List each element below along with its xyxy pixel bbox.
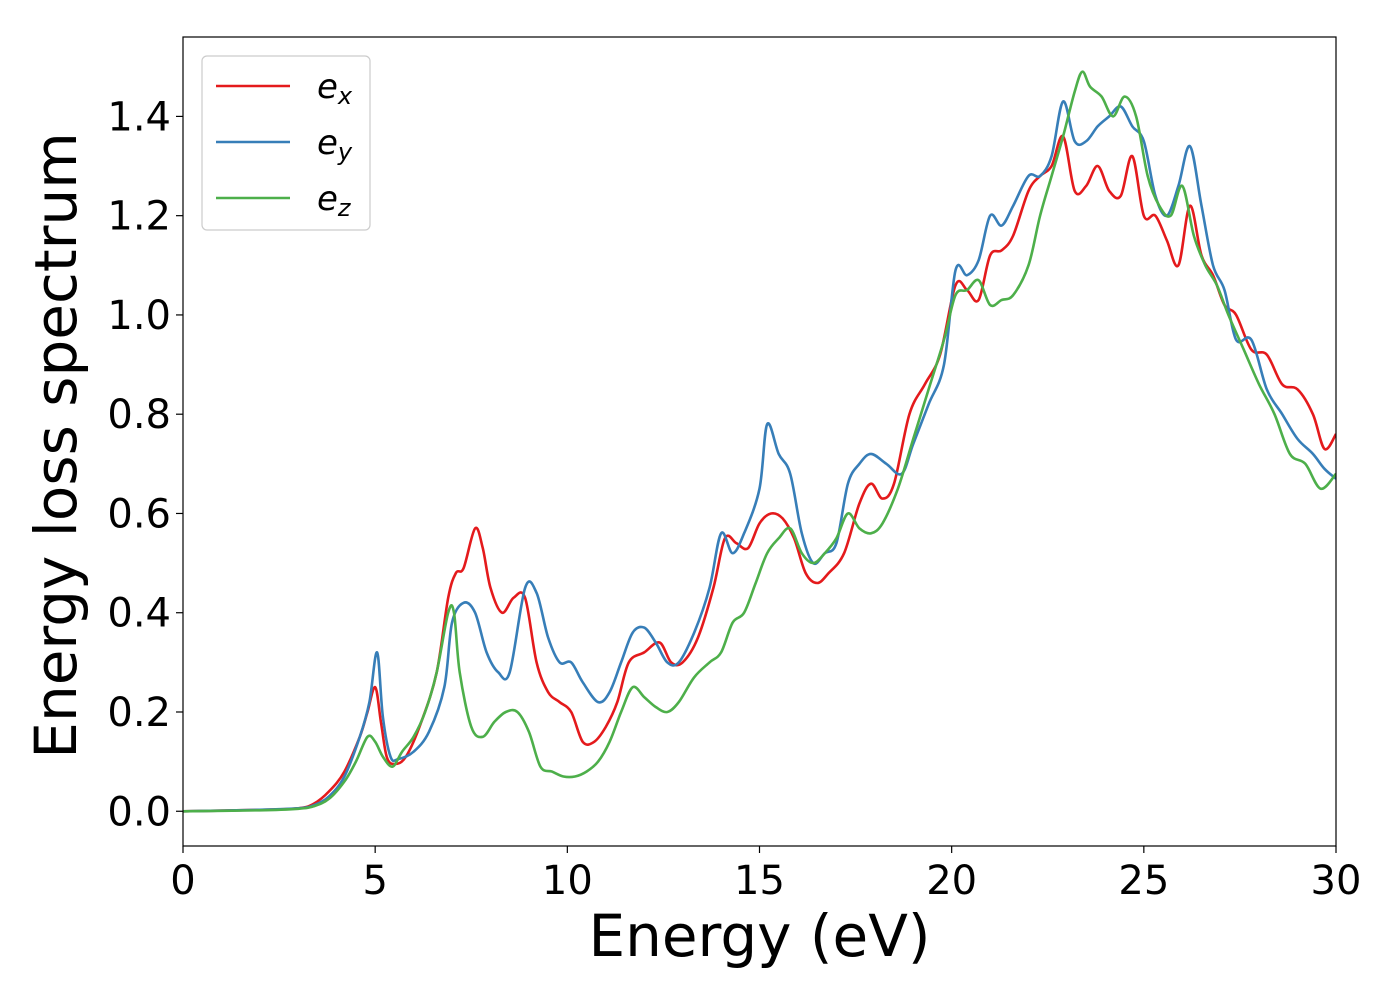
x-tick-label: 20	[926, 858, 977, 904]
legend: ex ey ez	[201, 55, 371, 231]
y-tick-label: 0.6	[107, 491, 171, 537]
x-tick-label: 10	[542, 858, 593, 904]
x-tick-label: 25	[1118, 858, 1169, 904]
y-tick-label: 0.0	[107, 789, 171, 835]
legend-label-z: ez	[317, 179, 352, 222]
y-tick-label: 1.2	[107, 194, 171, 240]
y-tick-label: 1.0	[107, 293, 171, 339]
series-line-x	[183, 134, 1336, 813]
series-layer	[183, 70, 1336, 813]
x-tick-label: 5	[362, 858, 387, 904]
ticks-layer: 0 5 10 15 20 25 30 0.0 0.2 0.4 0.6 0.8 1.0 1.2 1.4	[107, 94, 1361, 904]
x-axis-label: Energy (eV)	[588, 902, 930, 970]
y-axis-label: Energy loss spectrum	[22, 132, 90, 758]
y-tick-label: 0.8	[107, 392, 171, 438]
series-line-y	[183, 100, 1336, 813]
legend-label-x: ex	[317, 67, 353, 110]
x-tick-label: 30	[1311, 858, 1362, 904]
series-line-z	[183, 70, 1336, 813]
y-tick-label: 0.4	[107, 591, 171, 637]
legend-label-y: ey	[317, 123, 353, 166]
x-tick-label: 0	[170, 858, 195, 904]
y-tick-label: 1.4	[107, 94, 171, 140]
x-tick-label: 15	[734, 858, 785, 904]
y-tick-label: 0.2	[107, 690, 171, 736]
